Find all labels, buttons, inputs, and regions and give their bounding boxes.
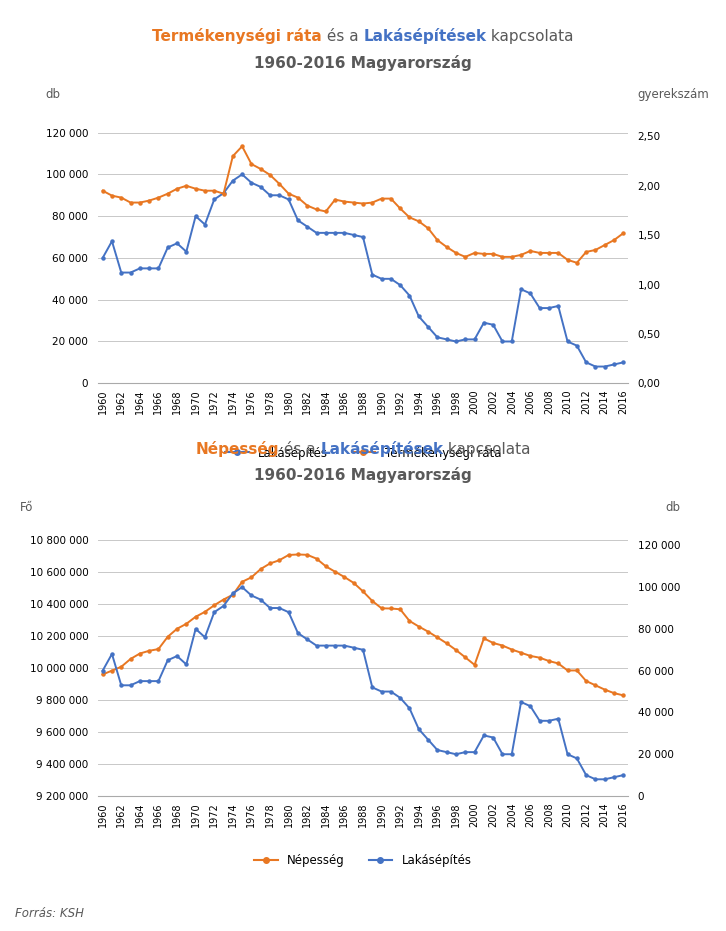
Text: kapcsolata: kapcsolata — [486, 29, 574, 44]
Text: 1960-2016 Magyarország: 1960-2016 Magyarország — [254, 55, 472, 71]
Text: kapcsolata: kapcsolata — [444, 441, 531, 456]
Text: 1960-2016 Magyarország: 1960-2016 Magyarország — [254, 467, 472, 483]
Text: Forrás: KSH: Forrás: KSH — [15, 907, 83, 920]
Text: db: db — [666, 501, 680, 514]
Legend: Népesség, Lakásépítés: Népesség, Lakásépítés — [250, 849, 476, 871]
Text: BPartner Ingatlanműhely: BPartner Ingatlanműhely — [474, 871, 662, 884]
Text: Lakásviszonyok Magyarországon: Lakásviszonyok Magyarországon — [476, 906, 660, 916]
Text: Fő: Fő — [20, 501, 33, 514]
Text: és a: és a — [322, 29, 363, 44]
Text: Népesség: Népesség — [195, 440, 279, 456]
Text: gyerekszám: gyerekszám — [637, 88, 709, 101]
Legend: Lakásépítés, Termékenységi ráta: Lakásépítés, Termékenységi ráta — [220, 442, 506, 465]
Text: db: db — [46, 88, 60, 101]
Text: Termékenységi ráta: Termékenységi ráta — [152, 28, 322, 44]
Text: Lakásépítések: Lakásépítések — [320, 440, 444, 456]
Text: Lakásépítések: Lakásépítések — [363, 28, 486, 44]
Text: és a: és a — [279, 441, 320, 456]
